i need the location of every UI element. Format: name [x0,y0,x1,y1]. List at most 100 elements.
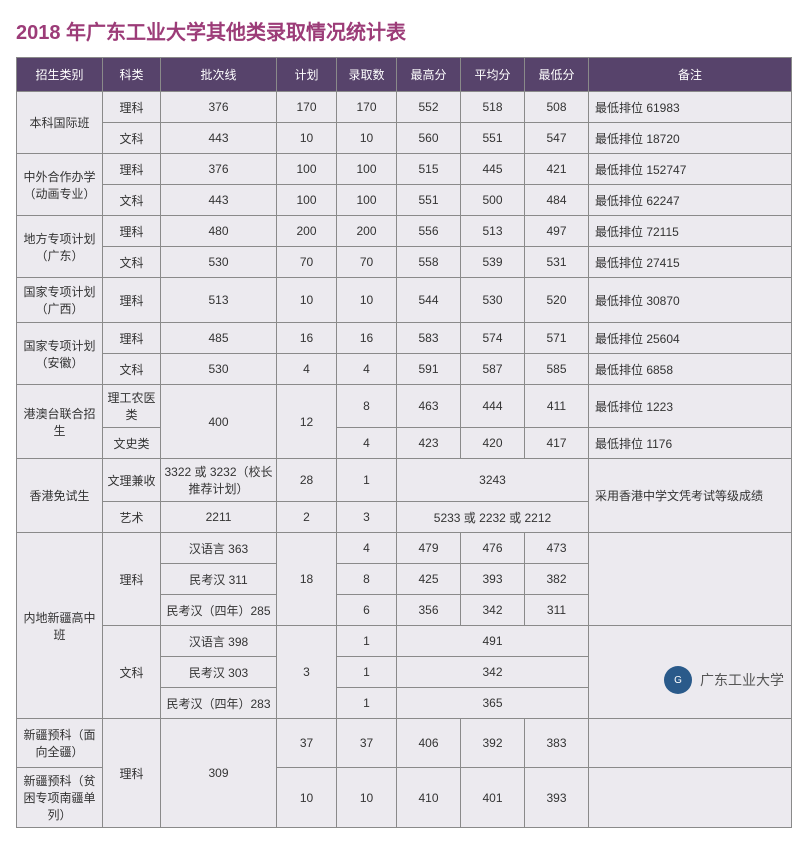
cell: 3 [277,626,337,719]
cell: 356 [397,595,461,626]
cat-cell: 香港免试生 [17,459,103,533]
cell: 508 [525,92,589,123]
cat-cell: 中外合作办学（动画专业） [17,154,103,216]
cell: 571 [525,323,589,354]
cell: 最低排位 1223 [589,385,792,428]
cell: 理科 [103,533,161,626]
cell: 民考汉（四年）283 [161,688,277,719]
cell: 393 [525,768,589,828]
cat-cell: 内地新疆高中班 [17,533,103,719]
cell: 423 [397,428,461,459]
cell: 531 [525,247,589,278]
table-row: 内地新疆高中班 理科 汉语言 363 18 4 479 476 473 [17,533,792,564]
cell: 585 [525,354,589,385]
cell: 最低排位 72115 [589,216,792,247]
cell: 443 [161,123,277,154]
cell: 8 [337,564,397,595]
col-admitted: 录取数 [337,58,397,92]
table-row: 中外合作办学（动画专业） 理科 376 100 100 515 445 421 … [17,154,792,185]
cell: 560 [397,123,461,154]
cell: 491 [397,626,589,657]
cell: 558 [397,247,461,278]
cell: 10 [277,123,337,154]
cell: 100 [277,185,337,216]
cell: 最低排位 1176 [589,428,792,459]
cell: 556 [397,216,461,247]
table-row: 新疆预科（面向全疆） 理科 309 37 37 406 392 383 [17,719,792,768]
cell: 591 [397,354,461,385]
cell: 汉语言 363 [161,533,277,564]
cell: 393 [461,564,525,595]
cell: 4 [337,354,397,385]
cell: 365 [397,688,589,719]
cell: 4 [277,354,337,385]
cell: 10 [277,768,337,828]
cell: 37 [277,719,337,768]
cell: 515 [397,154,461,185]
cell: 3 [337,502,397,533]
cell: 文科 [103,626,161,719]
cell: 6 [337,595,397,626]
cell: 170 [337,92,397,123]
cell: 445 [461,154,525,185]
cat-cell: 国家专项计划（广西） [17,278,103,323]
cell [589,533,792,626]
cell: 10 [277,278,337,323]
col-avg: 平均分 [461,58,525,92]
cell: 12 [277,385,337,459]
cell: 10 [337,768,397,828]
table-row: 文科 443 100 100 551 500 484 最低排位 62247 [17,185,792,216]
cell: 484 [525,185,589,216]
cell: 文科 [103,123,161,154]
table-row: 文科 530 4 4 591 587 585 最低排位 6858 [17,354,792,385]
col-min: 最低分 [525,58,589,92]
cell: 443 [161,185,277,216]
cell: 420 [461,428,525,459]
cell [589,719,792,768]
table-row: 文科 443 10 10 560 551 547 最低排位 18720 [17,123,792,154]
cell: 4 [337,428,397,459]
cat-cell: 新疆预科（面向全疆） [17,719,103,768]
cell: 463 [397,385,461,428]
cell: 547 [525,123,589,154]
admission-table: 招生类别 科类 批次线 计划 录取数 最高分 平均分 最低分 备注 本科国际班 … [16,57,792,828]
cell: 530 [161,354,277,385]
cell: 100 [277,154,337,185]
table-row: 香港免试生 文理兼收 3322 或 3232（校长推荐计划） 28 1 3243… [17,459,792,502]
cell: 552 [397,92,461,123]
cell: 518 [461,92,525,123]
cell: 574 [461,323,525,354]
cell: 100 [337,154,397,185]
cell: 理科 [103,719,161,828]
cell: 28 [277,459,337,502]
cell: 2 [277,502,337,533]
cell: 70 [277,247,337,278]
cell: 513 [461,216,525,247]
cell: 500 [461,185,525,216]
cell: 采用香港中学文凭考试等级成绩 [589,459,792,533]
cat-cell: 本科国际班 [17,92,103,154]
cell: 最低排位 62247 [589,185,792,216]
cat-cell: 国家专项计划（安徽） [17,323,103,385]
cell: 8 [337,385,397,428]
cell: 421 [525,154,589,185]
table-row: 国家专项计划（广西） 理科 513 10 10 544 530 520 最低排位… [17,278,792,323]
cell: 文理兼收 [103,459,161,502]
col-plan: 计划 [277,58,337,92]
cell: 383 [525,719,589,768]
cell: 10 [337,123,397,154]
cell: 309 [161,719,277,828]
cell: 476 [461,533,525,564]
cell: 理科 [103,278,161,323]
university-logo-icon: G [664,666,692,694]
cell: 400 [161,385,277,459]
cell: 410 [397,768,461,828]
cell: 4 [337,533,397,564]
cell: 544 [397,278,461,323]
cell: 342 [461,595,525,626]
cat-cell: 港澳台联合招生 [17,385,103,459]
cell: 最低排位 152747 [589,154,792,185]
cell: 理科 [103,323,161,354]
table-row: 文史类 4 423 420 417 最低排位 1176 [17,428,792,459]
cell: 民考汉 303 [161,657,277,688]
